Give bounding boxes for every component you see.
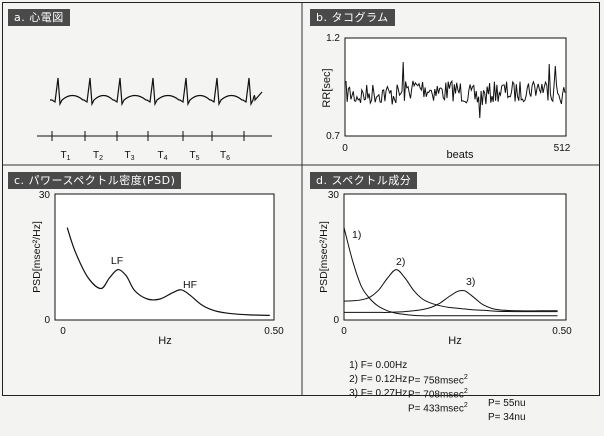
panel-a-title: a. 心電図 [8,9,70,26]
components-xtick-right: 0.50 [552,326,572,337]
psd-label-hf: HF [183,279,197,291]
interval-label: T1 [60,150,70,162]
tachogram-xlabel: beats [447,149,474,161]
panel-d-title: d. スペクトル成分 [310,172,418,189]
components-legend: 1) F= 0.00Hz P= 758msec2 2) F= 0.12Hz P=… [338,348,588,423]
psd-xtick-right: 0.50 [264,326,284,337]
tachogram-ylabel: RR[sec] [321,68,333,107]
psd-ytick-bottom: 0 [44,315,50,326]
component-1-curve [343,227,558,317]
psd-ytick-top: 30 [39,190,51,201]
legend-3-nu: P= 34nu [488,412,526,423]
panel-c-title: c. パワースペクトル密度(PSD) [8,172,182,189]
interval-label: T2 [93,150,103,162]
components-xlabel: Hz [448,335,461,347]
legend-1-power: P= 758msec2 [408,374,468,387]
psd-xtick-left: 0 [60,326,66,337]
figure-canvas: T1 T2 T3 T4 T5 T6 1.2 0.7 0 512 beats RR[sec]… [3,3,599,396]
tachogram-trace [345,61,566,119]
component-2-curve [343,269,558,313]
components-xtick-left: 0 [341,326,347,337]
legend-2-freq: 2) F= 0.12Hz [349,374,408,385]
tachogram-xtick-left: 0 [342,143,348,154]
components-ylabel: PSD[msec²/Hz] [318,221,330,293]
psd-curve [66,227,270,316]
interval-ticks [51,131,245,141]
legend-row-3: 3) F= 0.27Hz P= 433msec2 P= 34nu [338,376,525,436]
interval-label: T5 [189,150,199,162]
legend-1-freq: 1) F= 0.00Hz [349,360,408,371]
tachogram-xtick-right: 512 [554,143,571,154]
legend-row-1: 1) F= 0.00Hz P= 758msec2 [338,348,468,396]
component-3-curve [344,290,558,313]
component-label-2: 2) [396,256,405,268]
legend-3-freq: 3) F= 0.27Hz [349,388,408,399]
legend-2-power: P= 708msec2 [408,388,468,401]
components-ytick-bottom: 0 [333,315,339,326]
ecg-panel: T1 T2 T3 T4 T5 T6 [37,77,272,162]
psd-panel: 30 0 0 0.50 Hz PSD[msec²/Hz] LF HF [31,190,284,347]
components-ytick-top: 30 [328,190,340,201]
interval-label: T6 [220,150,230,162]
components-panel: 30 0 0 0.50 Hz PSD[msec²/Hz] 1) 2) 3) [318,190,572,347]
psd-ylabel: PSD[msec²/Hz] [31,221,43,293]
component-label-3: 3) [466,276,475,288]
psd-label-lf: LF [111,255,123,267]
panel-b-title: b. タコグラム [310,9,395,26]
tachogram-plot-area [344,37,567,137]
components-plot-area [343,193,567,321]
component-label-1: 1) [352,229,361,241]
interval-label: T3 [124,150,134,162]
ecg-trace [50,77,263,107]
tachogram-panel: 1.2 0.7 0 512 beats RR[sec] [321,33,571,161]
legend-3-power: P= 433msec2 [408,402,468,415]
tachogram-ytick-top: 1.2 [326,33,340,44]
interval-label: T4 [157,150,167,162]
psd-plot-area [54,193,275,321]
tachogram-ytick-bottom: 0.7 [326,131,340,142]
psd-xlabel: Hz [158,335,171,347]
interval-labels: T1 T2 T3 T4 T5 T6 [60,150,230,162]
